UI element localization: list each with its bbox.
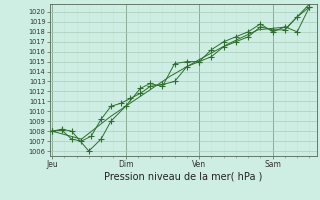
X-axis label: Pression niveau de la mer( hPa ): Pression niveau de la mer( hPa ) bbox=[104, 172, 262, 182]
